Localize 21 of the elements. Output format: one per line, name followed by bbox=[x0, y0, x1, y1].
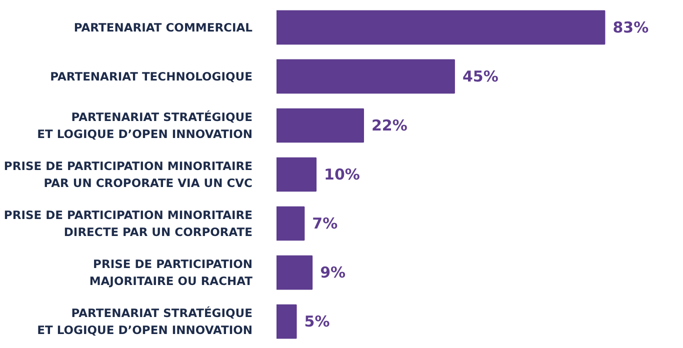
data-label: 45% bbox=[462, 67, 498, 86]
data-label: 7% bbox=[312, 214, 338, 233]
bar bbox=[276, 304, 297, 339]
y-tick-label: PRISE DE PARTICIPATION MINORITAIRE DIRECTE PAR UN CORPORATE bbox=[4, 208, 253, 239]
y-tick-label: PARTENARIAT COMMERCIAL bbox=[74, 20, 254, 34]
y-tick-label: PARTENARIAT STRATÉGIQUE ET LOGIQUE D’OPEN INNOVATION bbox=[37, 110, 253, 141]
bar bbox=[276, 206, 305, 241]
data-label: 83% bbox=[612, 18, 649, 36]
bar bbox=[276, 10, 606, 45]
data-label: 9% bbox=[320, 264, 346, 282]
y-tick-label: PARTENARIAT TECHNOLOGIQUE bbox=[50, 69, 253, 84]
data-label: 10% bbox=[324, 166, 360, 184]
bar bbox=[276, 157, 317, 192]
bar bbox=[276, 108, 364, 143]
bar bbox=[276, 59, 455, 94]
y-tick-label: PRISE DE PARTICIPATION MAJORITAIRE OU RACHAT bbox=[89, 257, 253, 288]
data-label: 5% bbox=[304, 312, 330, 331]
y-tick-label: PARTENARIAT STRATÉGIQUE ET LOGIQUE D’OPEN INNOVATION bbox=[37, 306, 253, 337]
y-tick-label: PRISE DE PARTICIPATION MINORITAIRE PAR UN CROPORATE VIA UN CVC bbox=[4, 159, 253, 190]
data-label: 22% bbox=[372, 116, 408, 134]
bar bbox=[276, 255, 313, 290]
